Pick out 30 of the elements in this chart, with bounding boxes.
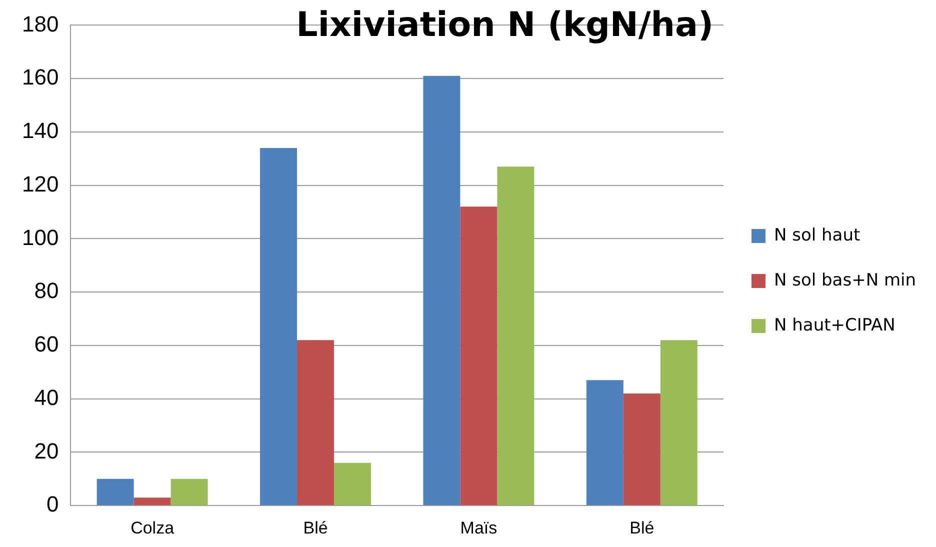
y-tick-label: 20: [34, 438, 59, 464]
x-tick-label: Blé: [630, 518, 654, 538]
y-tick-label: 80: [34, 278, 59, 304]
bar: [260, 148, 298, 506]
bar: [660, 340, 698, 506]
y-tick-label: 100: [22, 224, 59, 250]
bar: [170, 478, 208, 506]
legend-label: N haut+CIPAN: [774, 315, 896, 336]
legend-label: N sol bas+N min: [774, 270, 916, 290]
bar: [497, 166, 534, 506]
y-tick-label: 140: [22, 118, 59, 144]
bar: [134, 498, 171, 506]
bar: [460, 206, 498, 506]
chart-title: Lixiviation N (kgN/ha): [296, 4, 714, 45]
bar: [334, 462, 371, 506]
bar: [623, 394, 660, 506]
x-tick-label: Colza: [130, 518, 175, 538]
bar: [96, 478, 134, 506]
y-tick-label: 0: [46, 492, 59, 517]
bar: [586, 380, 624, 506]
bar: [423, 76, 460, 506]
legend-label: N sol haut: [774, 225, 860, 246]
y-tick-label: 160: [22, 64, 59, 90]
y-tick-label: 40: [34, 384, 59, 410]
y-tick-label: 60: [34, 332, 59, 357]
x-tick-label: Maïs: [460, 518, 498, 538]
x-tick-label: Blé: [303, 518, 328, 538]
y-tick-label: 120: [22, 171, 59, 196]
bar: [297, 340, 334, 506]
y-tick-label: 180: [22, 11, 59, 36]
